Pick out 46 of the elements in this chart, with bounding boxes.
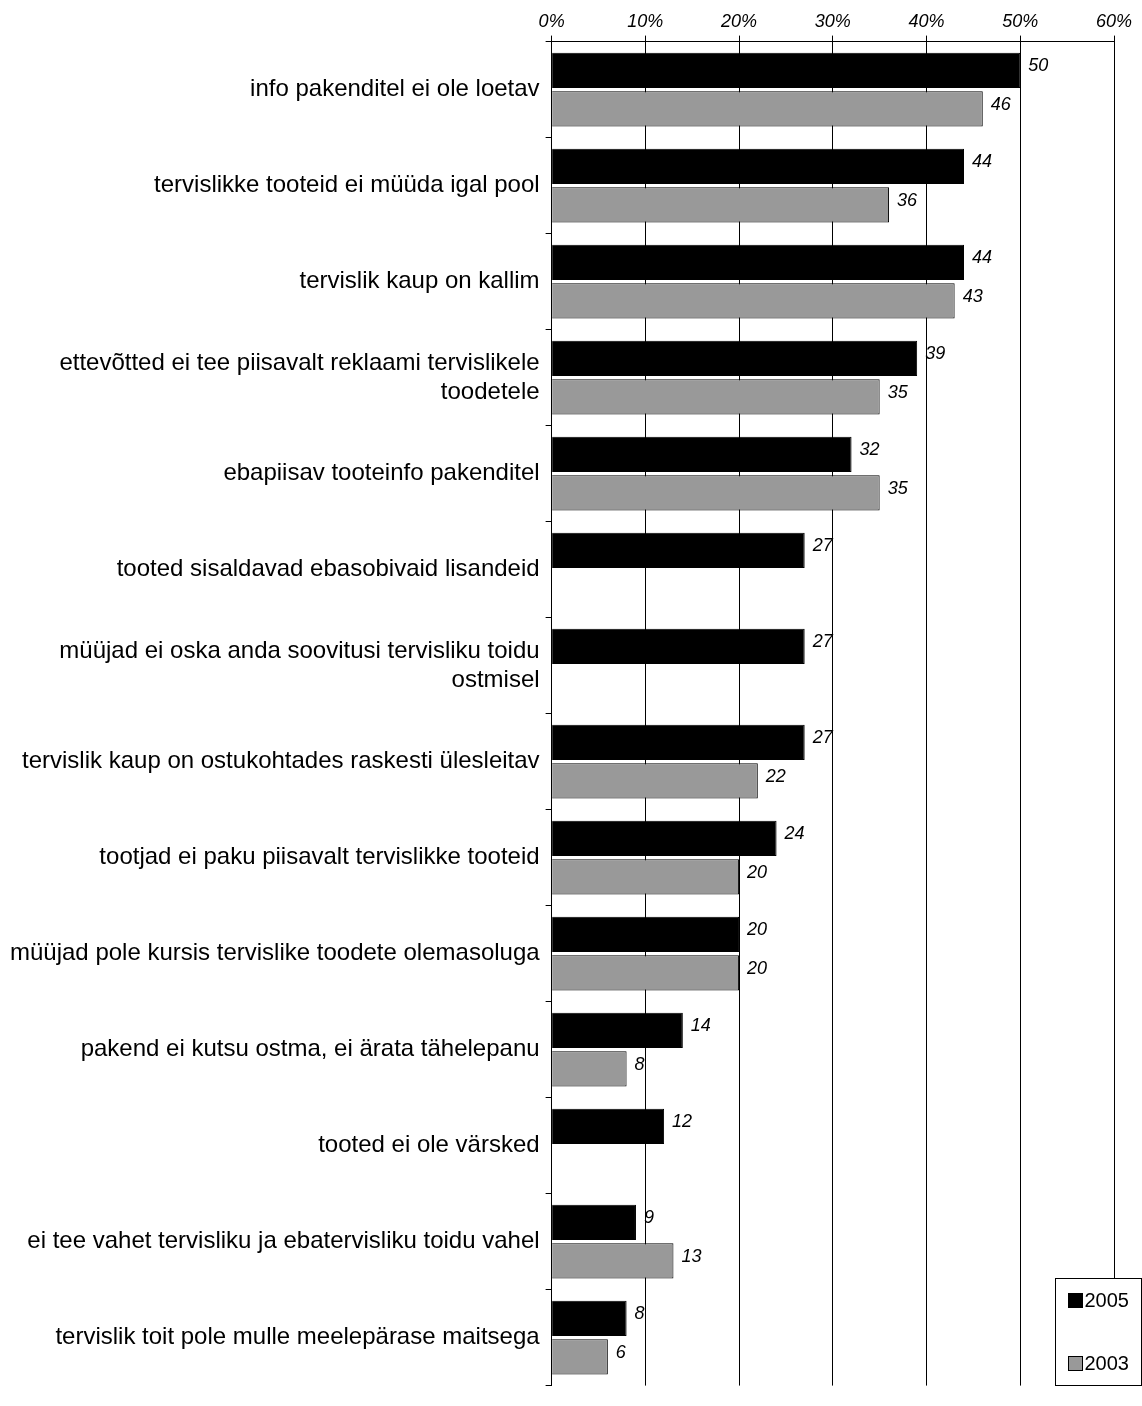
y-tick-label: tooted ei ole värsked bbox=[318, 1130, 540, 1158]
y-tick-label: pakend ei kutsu ostma, ei ärata tähelepanu bbox=[80, 1034, 540, 1062]
data-label: 46 bbox=[990, 93, 1012, 114]
data-label: 20 bbox=[746, 957, 768, 978]
data-label: 44 bbox=[972, 151, 993, 172]
bar bbox=[552, 1204, 636, 1241]
data-label: 22 bbox=[764, 765, 786, 786]
y-tick-label: ei tee vahet tervisliku ja ebatervisliku toidu vahel bbox=[27, 1226, 540, 1254]
data-label: 24 bbox=[783, 823, 805, 844]
y-tick-label: müüjad ei oska anda soovitusi tervisliku toidu ostmisel bbox=[59, 635, 540, 692]
data-label: 8 bbox=[634, 1303, 645, 1324]
x-tick-label: 0% bbox=[538, 10, 565, 31]
y-tick-label: ebapiisav tooteinfo pakenditel bbox=[223, 458, 540, 486]
data-label: 35 bbox=[887, 477, 909, 498]
data-label: 44 bbox=[972, 247, 993, 268]
data-label: 12 bbox=[672, 1111, 693, 1132]
x-tick-label: 50% bbox=[1002, 10, 1039, 31]
y-tick-label: tervislik kaup on kallim bbox=[299, 266, 540, 294]
data-label: 39 bbox=[925, 343, 946, 364]
x-tick-label: 30% bbox=[814, 10, 851, 31]
y-tick-label: tervislikke tooteid ei müüda igal pool bbox=[154, 170, 540, 198]
data-label: 43 bbox=[962, 285, 983, 306]
data-label: 20 bbox=[746, 919, 768, 940]
x-tick-label: 60% bbox=[1095, 10, 1133, 31]
y-tick-label: tervislik kaup on ostukohtades raskesti ülesleitav bbox=[22, 746, 540, 774]
data-label: 20 bbox=[746, 861, 768, 882]
x-tick-label: 40% bbox=[908, 10, 945, 31]
x-tick-label: 20% bbox=[720, 10, 758, 31]
data-label: 50 bbox=[1028, 55, 1049, 76]
y-tick-label: info pakenditel ei ole loetav bbox=[250, 74, 540, 102]
data-label: 13 bbox=[681, 1245, 702, 1266]
bar bbox=[552, 1300, 627, 1337]
legend-label: 2005 bbox=[1084, 1288, 1129, 1312]
legend-label: 2003 bbox=[1084, 1351, 1129, 1375]
data-label: 32 bbox=[859, 439, 880, 460]
y-tick-label: tervislik toit pole mulle meelepärase maitsega bbox=[55, 1322, 541, 1350]
y-tick-label: tooted sisaldavad ebasobivaid lisandeid bbox=[116, 554, 540, 582]
data-label: 36 bbox=[897, 189, 919, 210]
data-label: 14 bbox=[690, 1015, 711, 1036]
data-label: 8 bbox=[634, 1053, 645, 1074]
data-label: 6 bbox=[615, 1341, 627, 1362]
y-tick-label: ettevõtted ei tee piisavalt reklaami tervislikele toodetele bbox=[59, 347, 540, 404]
x-tick-label: 10% bbox=[627, 10, 664, 31]
y-tick-label: tootjad ei paku piisavalt tervislikke tooteid bbox=[99, 842, 540, 870]
y-tick-label: müüjad pole kursis tervislike toodete olemasoluga bbox=[9, 938, 541, 966]
data-label: 35 bbox=[887, 381, 909, 402]
